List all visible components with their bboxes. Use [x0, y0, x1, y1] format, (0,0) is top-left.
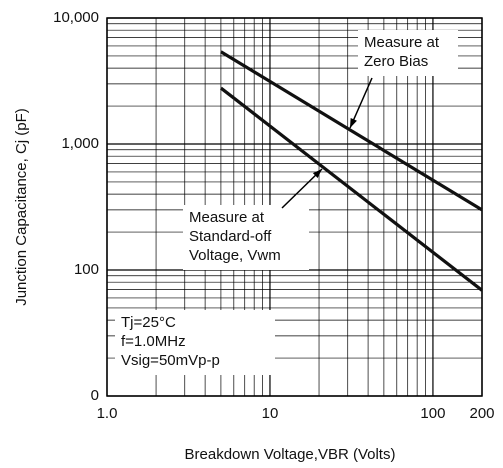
- annotation-text: Measure at: [189, 209, 265, 226]
- annotation-text: Measure at: [364, 34, 440, 51]
- arrow-head: [350, 118, 357, 128]
- x-tick-label: 200: [469, 405, 494, 422]
- x-axis-title: Breakdown Voltage,VBR (Volts): [185, 446, 396, 463]
- annotation-text: Standard-off: [189, 228, 272, 245]
- y-tick-label: 0: [91, 387, 99, 404]
- plot-frame: [106, 17, 483, 397]
- x-tick-label: 10: [262, 405, 279, 422]
- annotation-box: [183, 205, 309, 270]
- y-tick-label: 100: [74, 261, 99, 278]
- annotation-text: f=1.0MHz: [121, 333, 186, 350]
- annotation-text: Voltage, Vwm: [189, 247, 281, 264]
- y-axis-title: Junction Capacitance, Cj (pF): [13, 108, 30, 306]
- annotation-text: Vsig=50mVp-p: [121, 352, 220, 369]
- y-tick-label: 10,000: [53, 9, 99, 26]
- annotation-text: Tj=25°C: [121, 314, 176, 331]
- x-tick-label: 1.0: [97, 405, 118, 422]
- x-tick-label: 100: [420, 405, 445, 422]
- annotation-text: Zero Bias: [364, 53, 428, 70]
- annotation-box: [115, 310, 275, 375]
- y-tick-label: 1,000: [61, 135, 99, 152]
- data-line: [220, 50, 483, 212]
- annotation-box: [358, 30, 458, 76]
- arrow-head: [312, 169, 322, 179]
- data-line: [219, 86, 483, 292]
